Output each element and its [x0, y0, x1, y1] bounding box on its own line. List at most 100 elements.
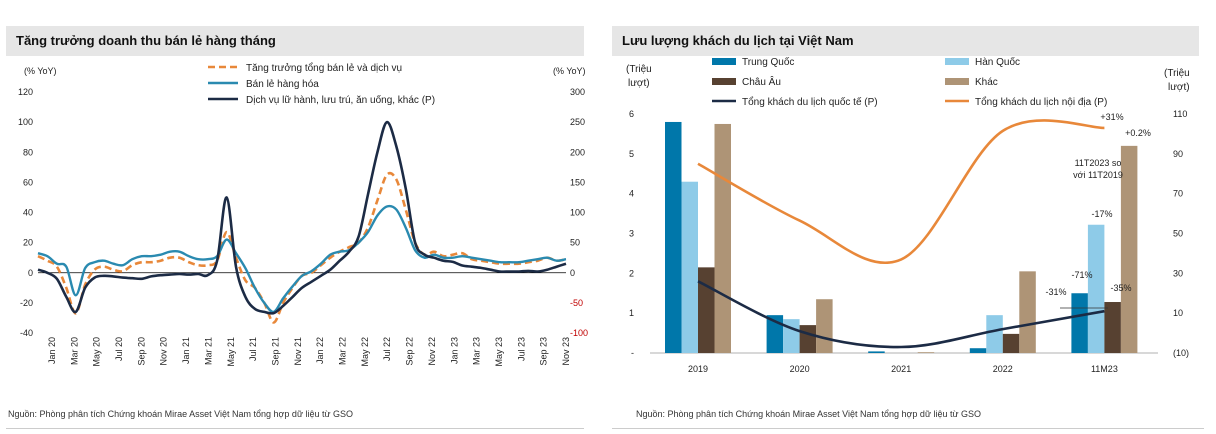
legend-label: Bán lẻ hàng hóa: [246, 79, 319, 90]
right-y-tick: -50: [570, 298, 583, 308]
left-y-tick: 3: [629, 229, 634, 239]
right-y-unit: (Triệu: [1164, 68, 1190, 79]
x-tick-label: Nov 23: [561, 337, 571, 366]
bar: [917, 352, 935, 353]
x-tick-label: Mar 20: [69, 337, 79, 365]
left-bottom-rule: [6, 428, 584, 429]
legend-label: Dịch vụ lữ hành, lưu trú, ăn uống, khác …: [246, 94, 435, 106]
left-y-tick: 80: [23, 147, 33, 157]
right-chart-title: Lưu lượng khách du lịch tại Việt Nam: [612, 26, 1199, 56]
bar: [969, 348, 987, 353]
x-tick-label: Mar 21: [203, 337, 213, 365]
left-y-tick: 40: [23, 208, 33, 218]
series-line: [37, 204, 567, 314]
bar: [868, 351, 885, 353]
right-y-tick: 250: [570, 117, 585, 127]
bar: [698, 267, 715, 353]
x-tick-label: Sep 20: [136, 337, 146, 366]
legend-label: Tổng khách du lịch nội địa (P): [975, 96, 1107, 108]
legend-swatch: [712, 58, 736, 65]
legend-label: Hàn Quốc: [975, 56, 1020, 68]
bar: [816, 299, 833, 353]
x-tick-label: Jan 23: [449, 337, 459, 364]
right-y-tick: (10): [1173, 348, 1189, 358]
right-y-tick: 300: [570, 87, 585, 97]
right-source-note: Nguồn: Phòng phân tích Chứng khoán Mirae…: [636, 409, 982, 419]
left-y-tick: -: [631, 348, 634, 358]
bar: [714, 123, 731, 353]
bar: [1104, 302, 1121, 353]
annotation-label: +31%: [1100, 112, 1123, 122]
annotation-label: -17%: [1091, 209, 1112, 219]
bar: [1120, 145, 1138, 353]
bar: [1002, 333, 1020, 353]
legend-label: Châu Âu: [742, 75, 781, 88]
x-tick-label: Jan 21: [181, 337, 191, 364]
left-y-tick: 0: [28, 268, 33, 278]
series-line: [697, 280, 1105, 349]
bar: [1019, 271, 1036, 353]
left-y-tick: -40: [20, 328, 33, 338]
x-tick-label: Jul 21: [248, 337, 258, 361]
left-y-tick: 60: [23, 177, 33, 187]
bar: [783, 319, 800, 353]
x-tick-label: Mar 23: [472, 337, 482, 365]
left-y-unit: lượt): [628, 78, 650, 89]
right-y-tick: 10: [1173, 308, 1183, 318]
right-y-tick: 100: [570, 208, 585, 218]
bar: [799, 325, 817, 353]
x-tick-label: Jul 20: [114, 337, 124, 361]
x-tick-label: Sep 21: [270, 337, 280, 366]
left-y-tick: 5: [629, 149, 634, 159]
x-tick-label: Jan 22: [315, 337, 325, 364]
x-category-label: 2020: [790, 364, 810, 374]
left-source-note: Nguồn: Phòng phân tích Chứng khoán Mirae…: [8, 409, 354, 419]
left-y-tick: 100: [18, 117, 33, 127]
left-y-unit: (Triệu: [626, 64, 652, 75]
x-category-label: 2022: [993, 364, 1013, 374]
bar: [665, 121, 682, 353]
left-y-unit: (% YoY): [24, 66, 57, 76]
right-y-tick: 50: [570, 238, 580, 248]
right-y-unit: lượt): [1168, 82, 1190, 93]
annotation-note: với 11T2019: [1073, 170, 1123, 180]
x-tick-label: Jul 22: [382, 337, 392, 361]
bar: [766, 315, 784, 353]
left-y-tick: -20: [20, 298, 33, 308]
annotation-label: -35%: [1110, 283, 1131, 293]
left-y-tick: 6: [629, 109, 634, 119]
right-y-tick: 110: [1173, 109, 1187, 119]
bar: [986, 315, 1003, 353]
legend-swatch: [945, 58, 969, 65]
x-tick-label: Jul 23: [516, 337, 526, 361]
annotation-label: -31%: [1045, 287, 1066, 297]
x-category-label: 2021: [891, 364, 911, 374]
left-chart-title: Tăng trưởng doanh thu bán lẻ hàng tháng: [6, 26, 584, 56]
right-y-tick: 150: [570, 177, 585, 187]
x-tick-label: Nov 20: [159, 337, 169, 366]
x-tick-label: Jan 20: [47, 337, 57, 364]
right-y-tick: -100: [570, 328, 588, 338]
right-y-tick: 30: [1173, 268, 1183, 278]
right-y-tick: 50: [1173, 229, 1183, 239]
annotation-label: +0.2%: [1125, 128, 1151, 138]
right-y-tick: 70: [1173, 189, 1183, 199]
annotation-note: 11T2023 so: [1075, 158, 1122, 168]
right-y-tick: 90: [1173, 149, 1183, 159]
legend-swatch: [945, 78, 969, 85]
x-tick-label: Sep 23: [539, 337, 549, 366]
series-line: [697, 119, 1105, 265]
x-tick-label: May 21: [226, 337, 236, 367]
left-y-tick: 2: [629, 268, 634, 278]
x-tick-label: Sep 22: [405, 337, 415, 366]
x-tick-label: Nov 22: [427, 337, 437, 366]
legend-label: Trung Quốc: [742, 56, 794, 68]
left-y-tick: 1: [629, 308, 634, 318]
right-y-unit: (% YoY): [553, 66, 586, 76]
bar: [1087, 224, 1105, 353]
legend-label: Tăng trưởng tổng bán lẻ và dịch vụ: [246, 62, 402, 74]
legend-label: Tổng khách du lịch quốc tế (P): [742, 96, 878, 108]
left-y-tick: 4: [629, 189, 634, 199]
